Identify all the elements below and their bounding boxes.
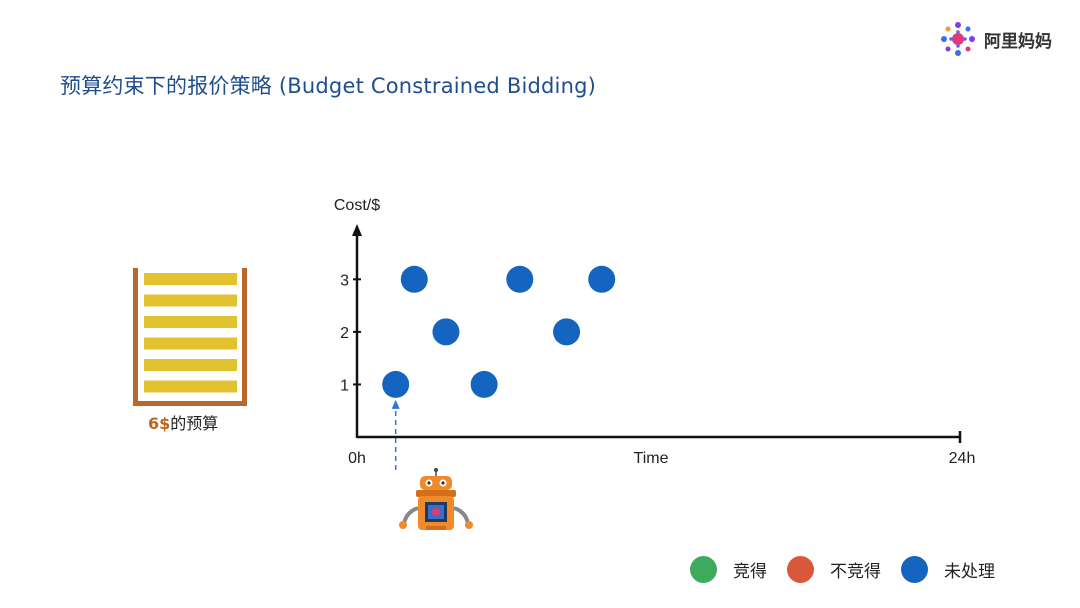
x-axis-end-label: 24h	[949, 450, 976, 467]
legend-dot-lost	[787, 556, 814, 583]
legend-dot-pending	[901, 556, 928, 583]
legend-label-lost: 不竞得	[830, 562, 881, 582]
brand-logo: 阿里妈妈	[938, 18, 1052, 60]
budget-amount: 6$	[148, 414, 171, 433]
budget-text: 的预算	[170, 414, 219, 433]
y-tick-label: 3	[340, 272, 349, 289]
x-axis-start-label: 0h	[348, 450, 366, 467]
budget-label: 6$的预算	[148, 410, 218, 434]
x-axis-label: Time	[634, 450, 669, 467]
y-ticks: 1 2 3	[340, 272, 361, 394]
legend-item-pending: 未处理	[901, 556, 995, 583]
data-points	[382, 265, 616, 398]
budget-bar	[144, 273, 237, 285]
data-point	[432, 318, 460, 346]
y-tick-label: 1	[340, 377, 349, 394]
y-tick-label: 2	[340, 325, 349, 342]
budget-bar	[144, 294, 237, 307]
legend-label-pending: 未处理	[944, 562, 995, 582]
data-point	[553, 318, 581, 346]
legend: 竞得 不竞得 未处理	[690, 556, 1015, 583]
data-point	[470, 370, 498, 398]
y-axis-label: Cost/$	[334, 197, 380, 214]
budget-container	[133, 268, 247, 406]
data-point	[400, 265, 428, 293]
brand-name: 阿里妈妈	[984, 31, 1052, 52]
budget-bar	[144, 359, 237, 371]
budget-bar	[144, 316, 237, 328]
budget-bar	[144, 337, 237, 350]
robot-arrow-head	[391, 399, 400, 409]
legend-label-won: 竞得	[733, 562, 767, 582]
robot-icon	[399, 468, 473, 530]
legend-item-lost: 不竞得	[787, 556, 881, 583]
budget-container-right-wall	[242, 268, 247, 406]
chart-axes: 1 2 3	[340, 224, 962, 443]
page-title: 预算约束下的报价策略 (Budget Constrained Bidding)	[60, 74, 597, 98]
budget-bar	[144, 380, 237, 393]
data-point	[506, 265, 534, 293]
budget-container-bottom	[133, 401, 247, 406]
legend-dot-won	[690, 556, 717, 583]
data-point	[382, 370, 410, 398]
legend-item-won: 竞得	[690, 556, 767, 583]
y-axis-arrow	[352, 224, 362, 236]
brand-logo-icon	[941, 22, 975, 56]
data-point	[588, 265, 616, 293]
budget-bars	[144, 273, 237, 393]
budget-container-left-wall	[133, 268, 138, 406]
